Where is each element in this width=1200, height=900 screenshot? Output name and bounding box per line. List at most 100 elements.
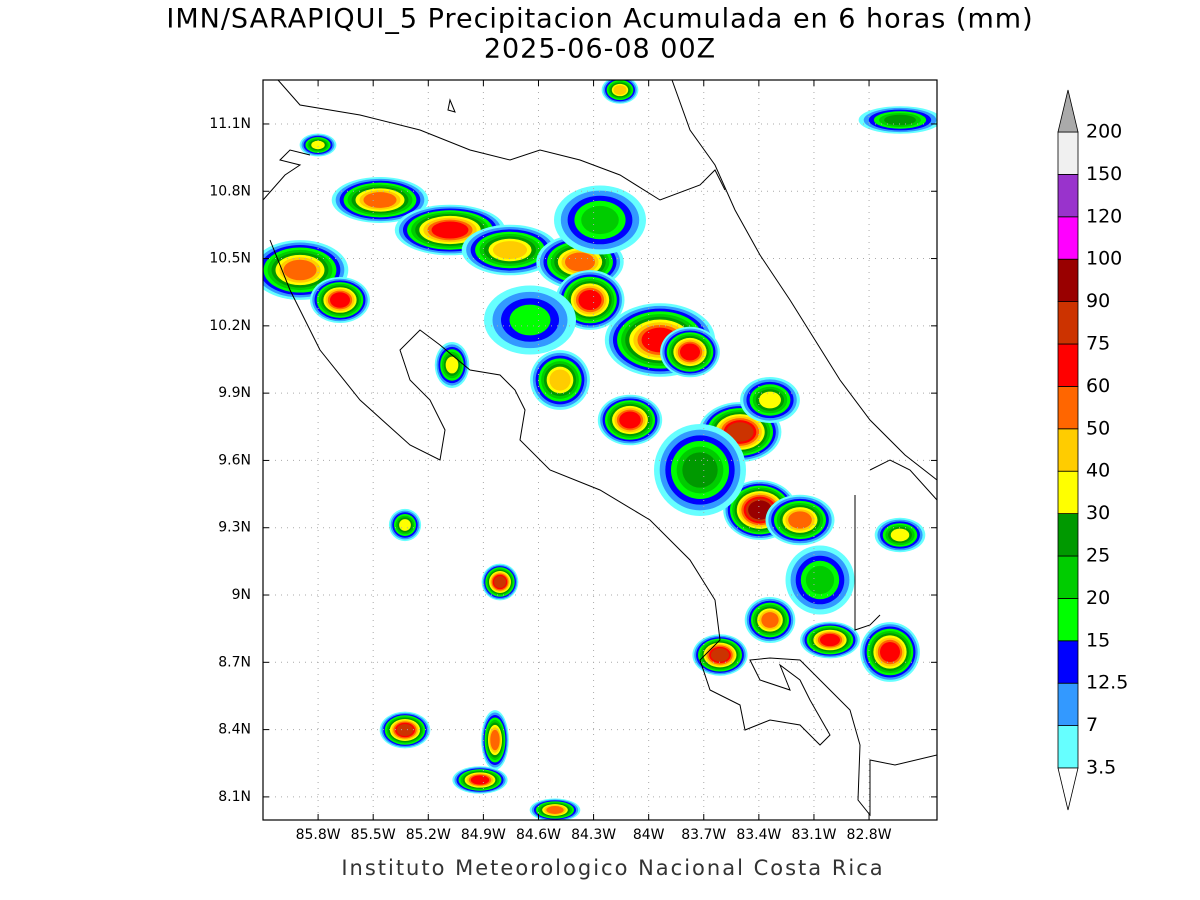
precip-contour xyxy=(546,806,564,814)
colorbar-bin xyxy=(1057,428,1079,472)
y-tick-label: 11.1N xyxy=(209,116,251,132)
y-tick-label: 10.8N xyxy=(209,183,251,199)
precip-contour xyxy=(879,641,901,663)
colorbar-label: 7 xyxy=(1086,714,1098,736)
coastline xyxy=(869,459,937,501)
colorbar-label: 30 xyxy=(1086,502,1110,524)
precip-contour xyxy=(819,633,841,647)
precip-contour xyxy=(761,612,779,628)
colorbar-label: 40 xyxy=(1086,460,1110,482)
colorbar-bin xyxy=(1057,682,1079,727)
precip-contour xyxy=(493,575,507,589)
x-tick-label: 84.3W xyxy=(571,827,616,843)
x-tick-label: 85.2W xyxy=(406,827,451,843)
precip-contour xyxy=(329,292,351,308)
y-tick-label: 8.4N xyxy=(218,722,251,738)
precip-contour xyxy=(470,775,490,785)
footer: Instituto Meteorologico Nacional Costa R… xyxy=(341,856,884,880)
y-tick-label: 9.3N xyxy=(218,520,251,536)
x-tick-label: 83.4W xyxy=(736,827,781,843)
coastline xyxy=(277,80,726,201)
precip-contour xyxy=(613,85,627,95)
colorbar-label: 75 xyxy=(1086,333,1110,355)
coastline xyxy=(269,239,937,817)
precip-contour xyxy=(565,252,595,272)
precip-contour xyxy=(311,140,325,150)
precip-contour xyxy=(283,259,317,281)
precip-contour xyxy=(363,192,397,208)
colorbar-bin xyxy=(1057,640,1079,684)
colorbar-bin xyxy=(1057,258,1079,303)
subtitle: 2025-06-08 00Z xyxy=(484,34,716,65)
x-tick-label: 84.6W xyxy=(516,827,561,843)
title: IMN/SARAPIQUI_5 Precipitacion Acumulada … xyxy=(166,4,1033,35)
colorbar-label: 50 xyxy=(1086,417,1110,439)
colorbar-bin xyxy=(1057,725,1079,769)
x-tick-label: 84.9W xyxy=(461,827,506,843)
precip-contour xyxy=(549,369,571,391)
axis-ticks: 85.8W 85.5W 85.2W 84.9W 84.6W 84.3W 84W 83.7W 83… xyxy=(209,80,937,843)
colorbar-bin xyxy=(1057,343,1079,387)
x-tick-label: 82.8W xyxy=(847,827,892,843)
grid xyxy=(263,80,937,820)
precip-contour xyxy=(509,304,551,336)
precip-contour xyxy=(890,528,910,542)
colorbar-label: 15 xyxy=(1086,629,1110,651)
precip-contour xyxy=(710,648,730,662)
precip-contour xyxy=(788,511,812,529)
colorbar-label: 20 xyxy=(1086,587,1110,609)
precip-contour xyxy=(726,422,754,442)
precip-field xyxy=(263,80,937,820)
coastline xyxy=(671,80,937,481)
colorbar-bin xyxy=(1057,385,1079,430)
colorbar: 3.5 7 12.5 15 20 25 30 40 50 60 75 90 100 120 150 200 xyxy=(1057,89,1128,811)
coastlines xyxy=(263,80,937,817)
map-frame xyxy=(262,79,938,821)
precip-contour xyxy=(578,289,602,311)
precip-contour xyxy=(884,114,916,126)
y-tick-label: 9N xyxy=(232,587,251,603)
precip-contour xyxy=(679,343,701,361)
colorbar-label: 25 xyxy=(1086,545,1110,567)
y-tick-label: 10.5N xyxy=(209,251,251,267)
colorbar-label: 120 xyxy=(1086,205,1122,227)
colorbar-bin xyxy=(1057,301,1079,345)
precip-contour xyxy=(759,391,781,409)
coastline xyxy=(447,98,456,113)
colorbar-label: 100 xyxy=(1086,248,1122,270)
precip-contour xyxy=(492,241,528,259)
y-tick-label: 8.7N xyxy=(218,654,251,670)
precip-contour xyxy=(619,411,641,429)
x-tick-label: 84W xyxy=(633,827,665,843)
precip-contour xyxy=(805,565,835,595)
precip-contour xyxy=(431,221,469,239)
colorbar-bin xyxy=(1057,555,1079,599)
coastline xyxy=(854,495,881,631)
x-tick-label: 85.5W xyxy=(351,827,396,843)
precip-contour xyxy=(396,723,414,737)
y-tick-label: 9.9N xyxy=(218,385,251,401)
colorbar-bin xyxy=(1057,216,1079,260)
precip-contour xyxy=(682,452,718,488)
y-tick-label: 8.1N xyxy=(218,789,251,805)
colorbar-label: 60 xyxy=(1086,375,1110,397)
y-tick-label: 10.2N xyxy=(209,318,251,334)
x-tick-label: 85.8W xyxy=(296,827,341,843)
colorbar-over xyxy=(1057,89,1079,133)
coastline xyxy=(263,149,311,201)
precip-contour xyxy=(490,729,500,751)
colorbar-label: 90 xyxy=(1086,290,1110,312)
colorbar-bin xyxy=(1057,131,1079,175)
precip-contour xyxy=(445,356,459,374)
precip-contour xyxy=(399,519,411,531)
x-tick-label: 83.7W xyxy=(681,827,726,843)
x-tick-label: 83.1W xyxy=(791,827,836,843)
colorbar-under xyxy=(1057,767,1079,811)
colorbar-label: 3.5 xyxy=(1086,757,1116,779)
precip-contour xyxy=(581,205,619,235)
colorbar-bin xyxy=(1057,513,1079,557)
y-tick-label: 9.6N xyxy=(218,452,251,468)
colorbar-bin xyxy=(1057,598,1079,642)
colorbar-bin xyxy=(1057,470,1079,515)
